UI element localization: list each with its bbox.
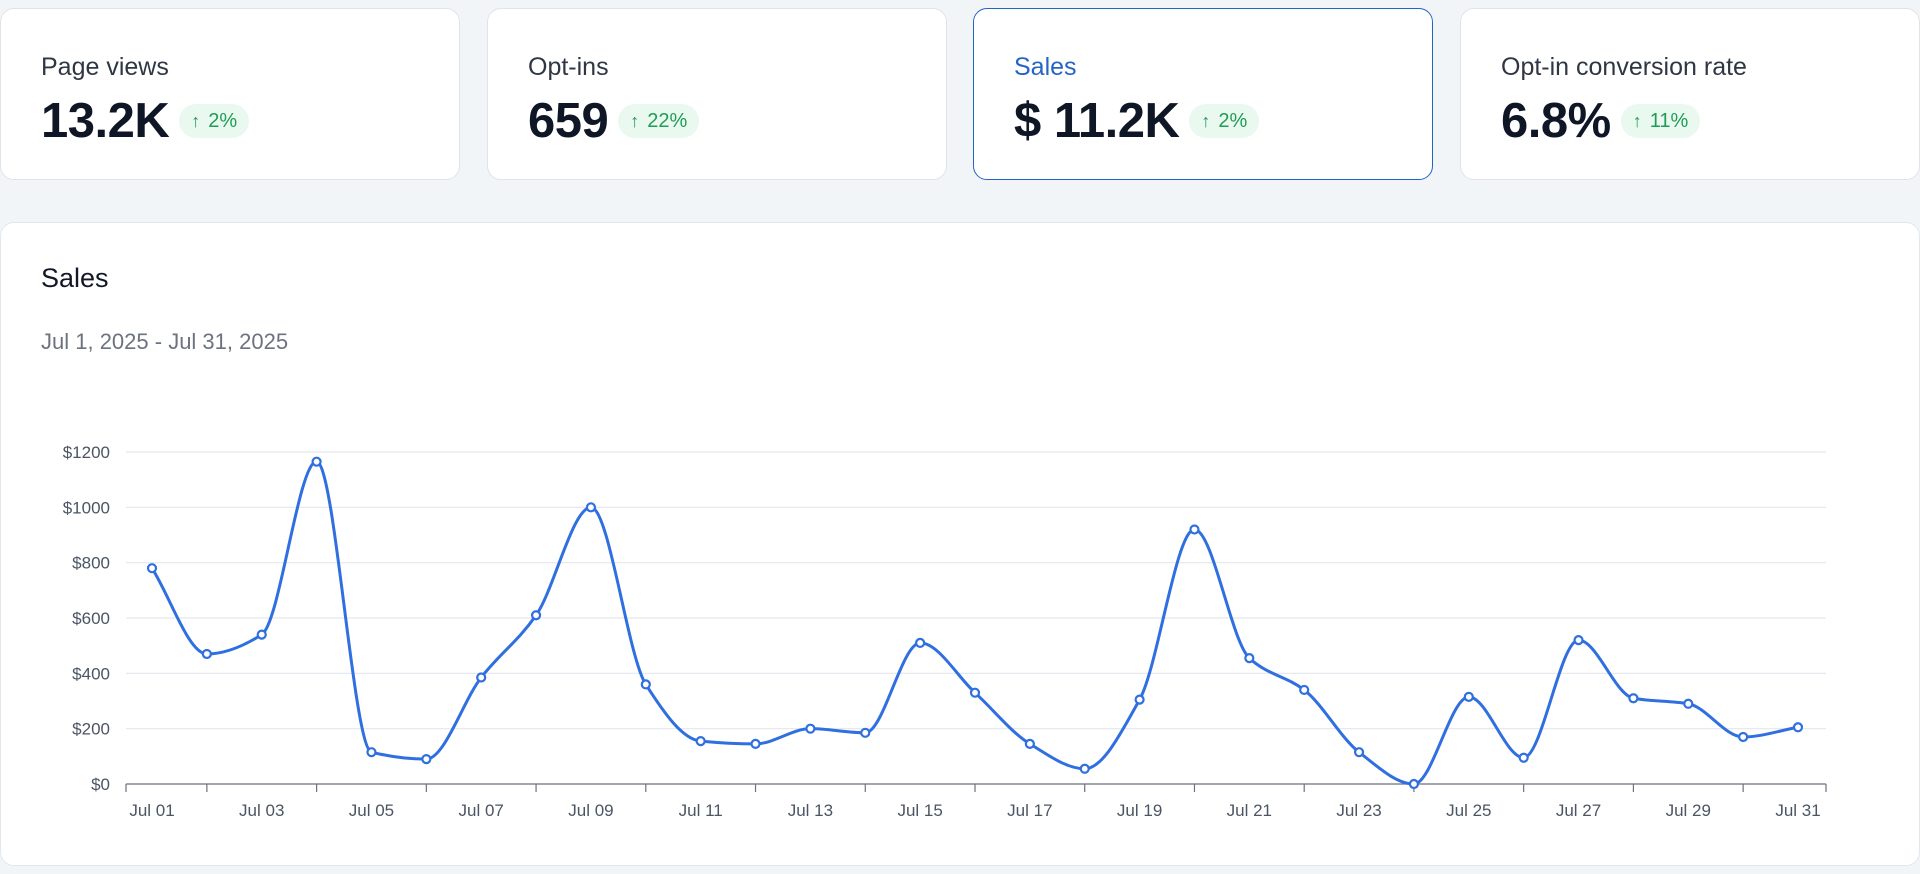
change-badge: ↑ 22%	[618, 104, 700, 138]
x-tick-label: Jul 11	[679, 801, 723, 820]
data-point[interactable]	[366, 747, 377, 758]
sales-series-line	[150, 460, 1799, 786]
data-point[interactable]	[640, 679, 651, 690]
x-tick-label: Jul 03	[239, 801, 284, 820]
data-point[interactable]	[421, 753, 432, 765]
data-point[interactable]	[476, 672, 487, 683]
card-opt-in-conversion-rate[interactable]: Opt-in conversion rate 6.8% ↑ 11%	[1460, 8, 1920, 180]
data-point[interactable]	[1683, 698, 1694, 709]
x-tick-label: Jul 05	[349, 801, 394, 820]
x-tick-label: Jul 29	[1666, 801, 1711, 820]
panel-title: Sales	[41, 263, 109, 293]
data-point[interactable]	[1024, 738, 1035, 749]
x-tick-label: Jul 21	[1227, 801, 1272, 820]
card-value: 13.2K	[41, 94, 170, 148]
y-tick-label: $400	[72, 664, 110, 683]
date-range: Jul 1, 2025 - Jul 31, 2025	[41, 329, 289, 354]
change-badge: ↑ 2%	[1189, 104, 1260, 138]
card-value: 659	[528, 94, 609, 148]
sales-chart-panel: Sales Jul 1, 2025 - Jul 31, 2025 $0 $200 $…	[0, 222, 1920, 866]
data-point[interactable]	[1463, 691, 1474, 702]
x-tick-label: Jul 09	[568, 801, 613, 820]
y-tick-label: $600	[72, 609, 110, 628]
x-tick-label: Jul 25	[1446, 801, 1491, 820]
data-point[interactable]	[1189, 524, 1200, 535]
data-point[interactable]	[1573, 635, 1584, 646]
data-point[interactable]	[585, 502, 597, 513]
arrow-up-icon: ↑	[630, 110, 640, 131]
data-point[interactable]	[805, 723, 816, 734]
x-tick-label: Jul 19	[1117, 801, 1162, 820]
card-label: Page views	[41, 53, 169, 81]
y-tick-label: $800	[72, 554, 110, 573]
card-value: 6.8%	[1501, 94, 1611, 148]
data-point[interactable]	[311, 456, 322, 467]
arrow-up-icon: ↑	[1201, 110, 1211, 131]
x-tick-label: Jul 07	[459, 801, 504, 820]
card-label: Sales	[1014, 53, 1077, 81]
x-tick-label: Jul 13	[788, 801, 833, 820]
card-opt-ins[interactable]: Opt-ins 659 ↑ 22%	[487, 8, 947, 180]
x-tick-label: Jul 23	[1336, 801, 1381, 820]
data-point[interactable]	[1792, 722, 1804, 733]
card-label: Opt-ins	[528, 53, 609, 81]
data-point[interactable]	[969, 687, 981, 698]
change-badge: ↑ 11%	[1620, 104, 1701, 138]
change-value: 2%	[208, 109, 238, 132]
y-tick-label: $0	[91, 775, 110, 794]
data-point[interactable]	[146, 563, 158, 574]
x-tick-label: Jul 01	[129, 801, 174, 820]
card-label: Opt-in conversion rate	[1501, 53, 1747, 81]
x-tick-label: Jul 27	[1556, 801, 1601, 820]
data-point[interactable]	[1628, 693, 1639, 704]
data-point[interactable]	[1738, 731, 1749, 743]
arrow-up-icon: ↑	[191, 110, 201, 131]
data-point[interactable]	[750, 738, 761, 749]
data-point[interactable]	[201, 648, 212, 660]
data-point[interactable]	[1079, 763, 1090, 774]
change-value: 2%	[1218, 109, 1248, 132]
data-point[interactable]	[256, 629, 267, 640]
change-value: 22%	[647, 109, 688, 132]
metric-cards: Page views 13.2K ↑ 2% Opt-ins 659 ↑ 22% …	[0, 8, 1920, 182]
sales-line-chart: $0 $200 $400 $600 $800 $1000 $1200 Jul 01 Jul 03…	[63, 443, 1827, 820]
data-point[interactable]	[1408, 778, 1420, 790]
data-point[interactable]	[1134, 694, 1145, 705]
data-point[interactable]	[1244, 653, 1255, 664]
y-tick-label: $1000	[63, 498, 110, 517]
card-sales[interactable]: Sales $ 11.2K ↑ 2%	[973, 8, 1433, 180]
data-point[interactable]	[1353, 747, 1365, 758]
data-point[interactable]	[530, 610, 542, 621]
x-tick-label: Jul 15	[897, 801, 942, 820]
data-point[interactable]	[915, 637, 926, 648]
y-tick-label: $1200	[63, 443, 110, 462]
y-tick-label: $200	[72, 720, 110, 739]
data-point[interactable]	[1518, 752, 1529, 763]
x-tick-label: Jul 31	[1775, 801, 1820, 820]
card-page-views[interactable]: Page views 13.2K ↑ 2%	[0, 8, 460, 180]
x-tick-label: Jul 17	[1007, 801, 1052, 820]
data-point[interactable]	[1299, 684, 1310, 696]
data-point[interactable]	[860, 727, 871, 738]
card-value: $ 11.2K	[1014, 94, 1180, 148]
change-badge: ↑ 2%	[179, 104, 250, 138]
data-point[interactable]	[695, 736, 706, 747]
arrow-up-icon: ↑	[1632, 110, 1642, 131]
change-value: 11%	[1649, 109, 1689, 132]
